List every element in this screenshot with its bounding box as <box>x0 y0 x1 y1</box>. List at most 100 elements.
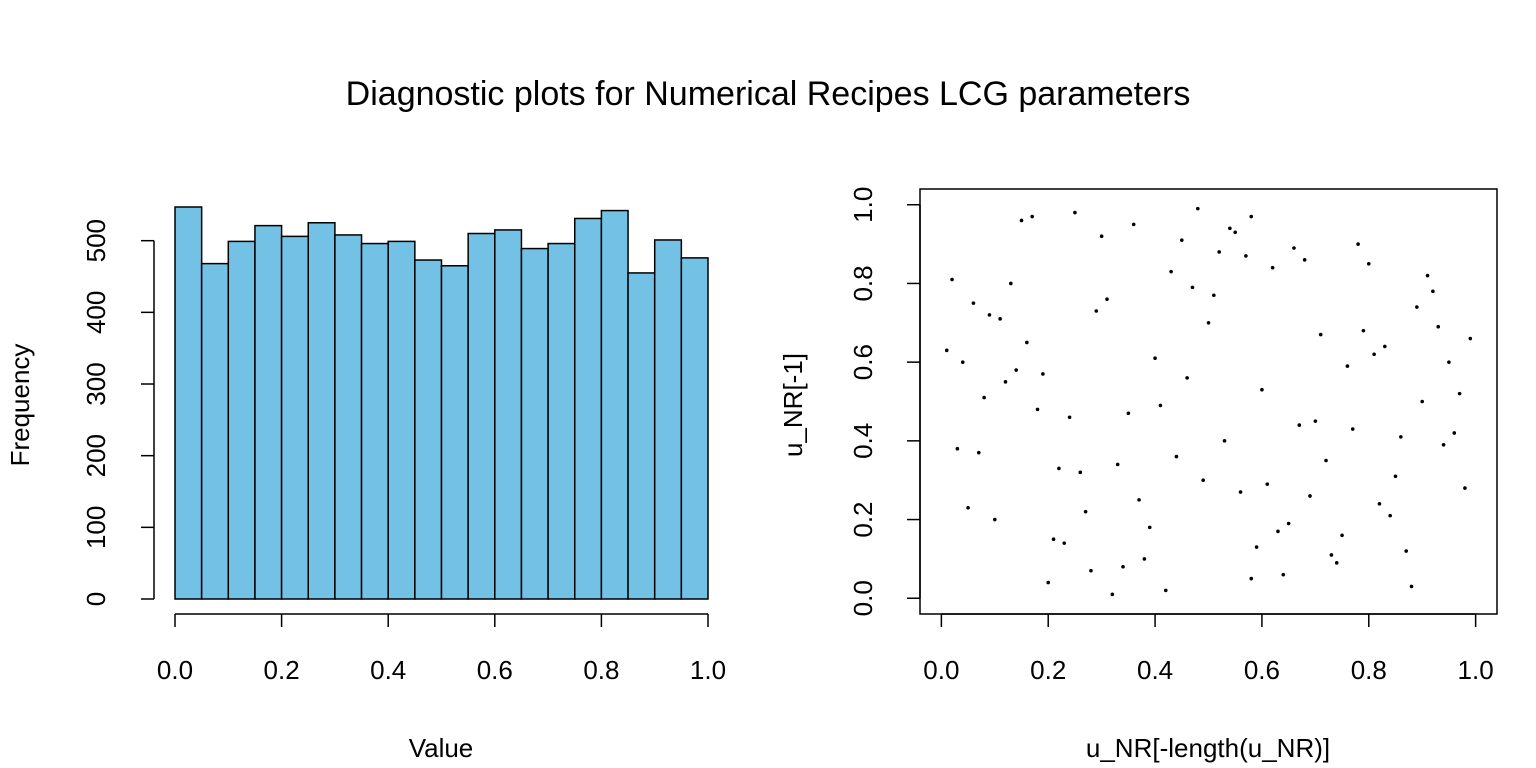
scatter-point <box>960 360 965 364</box>
histogram-bar <box>307 222 336 600</box>
scatter-point <box>966 505 970 510</box>
x-tick-label: 1.0 <box>1458 655 1494 685</box>
scatter-point <box>1425 273 1430 278</box>
scatter-point <box>1345 364 1350 368</box>
x-tick-label: 0.2 <box>264 655 300 685</box>
x-tick-label: 1.0 <box>690 655 726 685</box>
scatter-point <box>1083 509 1088 514</box>
histogram-bar <box>680 257 709 600</box>
y-tick-label: 0.4 <box>848 423 878 459</box>
scatter-point <box>1222 439 1227 443</box>
scatter-point <box>1131 222 1136 227</box>
scatter-point <box>1238 490 1243 494</box>
scatter-point <box>1313 419 1318 423</box>
scatter-point <box>1452 431 1457 435</box>
scatter-point <box>1179 238 1184 242</box>
scatter-point <box>1468 336 1473 341</box>
histogram-bar <box>254 224 283 600</box>
scatter-point <box>955 446 960 451</box>
scatter-point <box>1142 557 1147 561</box>
scatter-point <box>1163 588 1168 593</box>
scatter-point <box>1003 380 1008 384</box>
y-tick-label: 200 <box>81 434 111 477</box>
scatter-point <box>1233 230 1238 235</box>
histogram-bar <box>414 259 443 600</box>
x-tick-label: 0.4 <box>1137 655 1173 685</box>
y-tick-label: 0.6 <box>848 344 878 380</box>
y-tick-label: 300 <box>81 362 111 405</box>
scatter-point <box>1030 214 1034 219</box>
histogram-bar <box>387 240 416 600</box>
scatter-point <box>1318 332 1323 337</box>
scatter-point <box>1393 474 1398 479</box>
scatter-point <box>1121 564 1125 569</box>
histogram-bar <box>334 234 363 600</box>
scatter-point <box>1276 529 1280 534</box>
x-tick-label: 0.8 <box>1351 655 1387 685</box>
x-tick-label: 0.0 <box>157 655 193 685</box>
scatter-point <box>1265 482 1270 486</box>
scatter-point <box>1126 411 1131 416</box>
scatter-point <box>1196 206 1200 211</box>
scatter-point <box>1388 513 1392 518</box>
scatter-point <box>987 313 992 317</box>
scatter-point <box>1046 580 1051 585</box>
histogram-bar <box>627 272 656 600</box>
scatter-point <box>1302 258 1307 262</box>
scatter-point <box>1281 572 1286 577</box>
scatter-point <box>1062 541 1067 545</box>
histogram-bar <box>440 265 469 600</box>
histogram-bar <box>520 247 549 600</box>
scatter-point <box>1366 261 1371 266</box>
histogram-bar <box>360 242 389 600</box>
scatter-point <box>1447 360 1451 364</box>
scatter-point <box>1094 309 1099 313</box>
scatter-point <box>1228 226 1232 231</box>
histogram-bar <box>547 242 576 600</box>
scatter-point <box>1019 218 1024 223</box>
scatter-point <box>1441 442 1446 447</box>
plot-box <box>919 188 1498 615</box>
scatter-point <box>944 348 949 353</box>
scatter-point <box>1025 340 1029 345</box>
scatter-point <box>976 450 981 455</box>
scatter-point <box>1415 305 1419 309</box>
y-tick-label: 0.8 <box>848 265 878 301</box>
scatter-point <box>1420 399 1425 404</box>
y-tick-label: 0 <box>81 592 111 606</box>
scatter-point <box>1073 210 1077 215</box>
scatter-point <box>1244 254 1248 258</box>
y-axis-label: u_NR[-1] <box>778 353 808 457</box>
scatter-point <box>1009 281 1013 286</box>
y-axis-label: Frequency <box>5 344 35 467</box>
scatter-point <box>1105 297 1109 301</box>
scatter-point <box>1158 403 1163 408</box>
histogram-bar <box>280 235 310 600</box>
scatter-point <box>1297 423 1302 427</box>
y-tick-label: 400 <box>81 291 111 334</box>
scatter-point <box>1350 427 1355 431</box>
x-tick-label: 0.2 <box>1030 655 1066 685</box>
histogram-bar <box>574 217 603 600</box>
x-axis-label: u_NR[-length(u_NR)] <box>1086 733 1330 763</box>
scatter-point <box>1356 242 1360 246</box>
scatter-point <box>1324 458 1328 463</box>
scatter-point <box>1383 344 1387 349</box>
histogram-bar <box>600 209 629 600</box>
scatter-point <box>982 395 986 400</box>
histogram-bar <box>494 229 523 600</box>
scatter-point <box>950 277 954 282</box>
scatter-point <box>1463 486 1467 490</box>
scatter-point <box>1035 407 1040 412</box>
histogram-bar <box>467 232 496 600</box>
histogram-bar <box>653 239 683 600</box>
scatter-point <box>998 317 1002 321</box>
scatter-point <box>1057 466 1061 471</box>
y-tick-label: 0.2 <box>848 501 878 537</box>
x-tick-label: 0.0 <box>923 655 959 685</box>
scatter-point <box>1174 454 1179 459</box>
scatter-point <box>1260 387 1264 392</box>
y-tick-label: 0.0 <box>848 580 878 616</box>
scatter-point <box>1115 462 1120 467</box>
